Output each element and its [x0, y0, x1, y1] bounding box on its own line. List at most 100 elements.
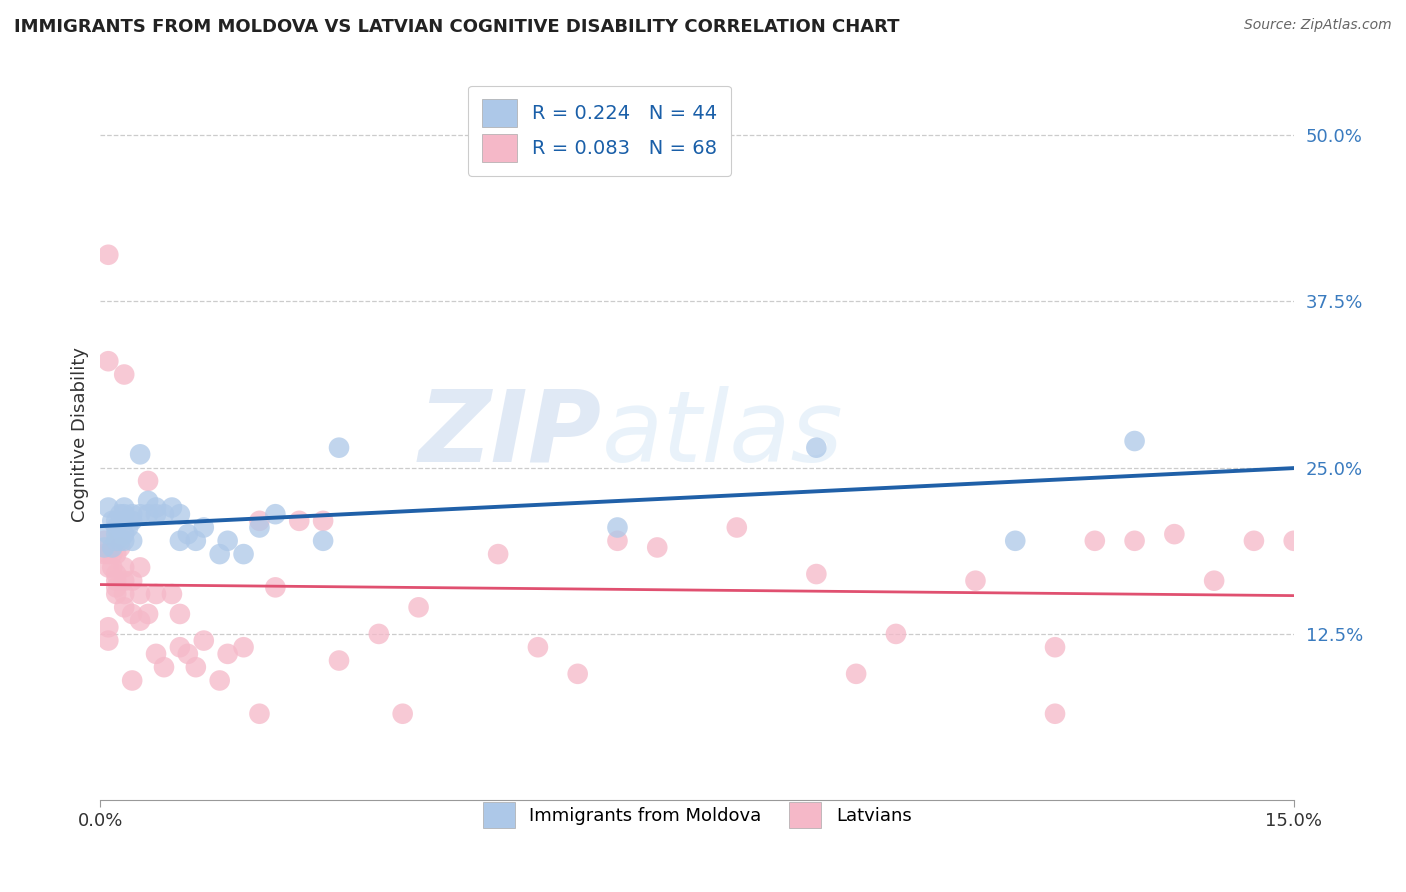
Point: [884, 627, 907, 641]
Point: [169, 640, 191, 655]
Point: [288, 514, 311, 528]
Point: [217, 647, 239, 661]
Point: [121, 673, 143, 688]
Point: [153, 507, 176, 521]
Point: [97, 248, 120, 262]
Point: [567, 666, 589, 681]
Point: [145, 647, 167, 661]
Point: [121, 574, 143, 588]
Point: [806, 567, 828, 582]
Point: [112, 533, 135, 548]
Point: [169, 507, 191, 521]
Point: [1084, 533, 1107, 548]
Point: [121, 507, 143, 521]
Point: [136, 507, 159, 521]
Point: [105, 567, 128, 582]
Point: [112, 514, 135, 528]
Point: [105, 587, 128, 601]
Point: [232, 547, 254, 561]
Point: [136, 607, 159, 621]
Point: [112, 500, 135, 515]
Text: Source: ZipAtlas.com: Source: ZipAtlas.com: [1244, 18, 1392, 32]
Point: [249, 514, 271, 528]
Point: [121, 533, 143, 548]
Text: IMMIGRANTS FROM MOLDOVA VS LATVIAN COGNITIVE DISABILITY CORRELATION CHART: IMMIGRANTS FROM MOLDOVA VS LATVIAN COGNI…: [14, 18, 900, 36]
Point: [193, 520, 215, 534]
Point: [136, 474, 159, 488]
Point: [1204, 574, 1226, 588]
Point: [105, 547, 128, 561]
Point: [645, 541, 668, 555]
Point: [249, 520, 271, 534]
Point: [97, 354, 120, 368]
Y-axis label: Cognitive Disability: Cognitive Disability: [72, 347, 89, 522]
Point: [101, 547, 124, 561]
Point: [328, 654, 350, 668]
Point: [129, 507, 152, 521]
Point: [101, 560, 124, 574]
Point: [177, 647, 200, 661]
Point: [1043, 640, 1066, 655]
Point: [169, 533, 191, 548]
Point: [184, 660, 207, 674]
Point: [249, 706, 271, 721]
Point: [105, 580, 128, 594]
Point: [486, 547, 509, 561]
Point: [136, 494, 159, 508]
Point: [328, 441, 350, 455]
Point: [145, 500, 167, 515]
Point: [101, 514, 124, 528]
Point: [97, 560, 120, 574]
Point: [232, 640, 254, 655]
Point: [184, 533, 207, 548]
Point: [129, 447, 152, 461]
Point: [1243, 533, 1265, 548]
Point: [97, 633, 120, 648]
Point: [97, 500, 120, 515]
Point: [112, 507, 135, 521]
Point: [110, 533, 132, 548]
Point: [112, 587, 135, 601]
Point: [1123, 434, 1146, 448]
Point: [97, 527, 120, 541]
Point: [112, 600, 135, 615]
Text: atlas: atlas: [602, 386, 844, 483]
Point: [112, 527, 135, 541]
Point: [606, 533, 628, 548]
Point: [97, 547, 120, 561]
Point: [208, 547, 231, 561]
Point: [264, 580, 287, 594]
Point: [1163, 527, 1185, 541]
Point: [112, 560, 135, 574]
Point: [93, 547, 115, 561]
Point: [129, 587, 152, 601]
Point: [145, 587, 167, 601]
Point: [845, 666, 868, 681]
Point: [806, 441, 828, 455]
Point: [1282, 533, 1305, 548]
Point: [725, 520, 748, 534]
Point: [110, 507, 132, 521]
Point: [208, 673, 231, 688]
Point: [527, 640, 550, 655]
Point: [105, 533, 128, 548]
Point: [110, 541, 132, 555]
Point: [367, 627, 389, 641]
Point: [145, 507, 167, 521]
Point: [408, 600, 430, 615]
Point: [606, 520, 628, 534]
Point: [965, 574, 987, 588]
Point: [169, 607, 191, 621]
Point: [97, 620, 120, 634]
Point: [193, 633, 215, 648]
Point: [105, 574, 128, 588]
Point: [93, 541, 115, 555]
Point: [1004, 533, 1026, 548]
Point: [217, 533, 239, 548]
Point: [312, 533, 335, 548]
Point: [105, 527, 128, 541]
Point: [160, 587, 183, 601]
Point: [160, 500, 183, 515]
Point: [153, 660, 176, 674]
Point: [105, 514, 128, 528]
